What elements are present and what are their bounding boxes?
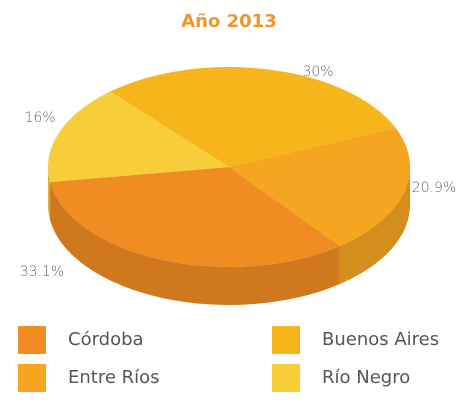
data-label: 16% bbox=[24, 110, 55, 126]
legend-swatch bbox=[272, 364, 300, 392]
pie-slice bbox=[110, 67, 396, 167]
legend-swatch bbox=[18, 326, 46, 354]
chart-title: Año 2013 bbox=[181, 11, 276, 32]
data-label: 33.1% bbox=[20, 264, 64, 280]
data-label: 20.9% bbox=[412, 180, 456, 196]
pie-side bbox=[50, 181, 340, 306]
data-label: 30% bbox=[302, 64, 333, 80]
legend-label: Buenos Aires bbox=[322, 329, 439, 350]
legend-label: Entre Ríos bbox=[68, 367, 160, 388]
legend-swatch bbox=[272, 326, 300, 354]
pie-slice bbox=[50, 167, 340, 267]
legend-label: Córdoba bbox=[68, 329, 144, 350]
pie-side bbox=[339, 167, 410, 285]
legend-label: Río Negro bbox=[322, 367, 410, 388]
pie-side bbox=[48, 167, 51, 220]
legend-swatch bbox=[18, 364, 46, 392]
pie-slice bbox=[229, 127, 410, 247]
pie-slice bbox=[48, 91, 229, 182]
